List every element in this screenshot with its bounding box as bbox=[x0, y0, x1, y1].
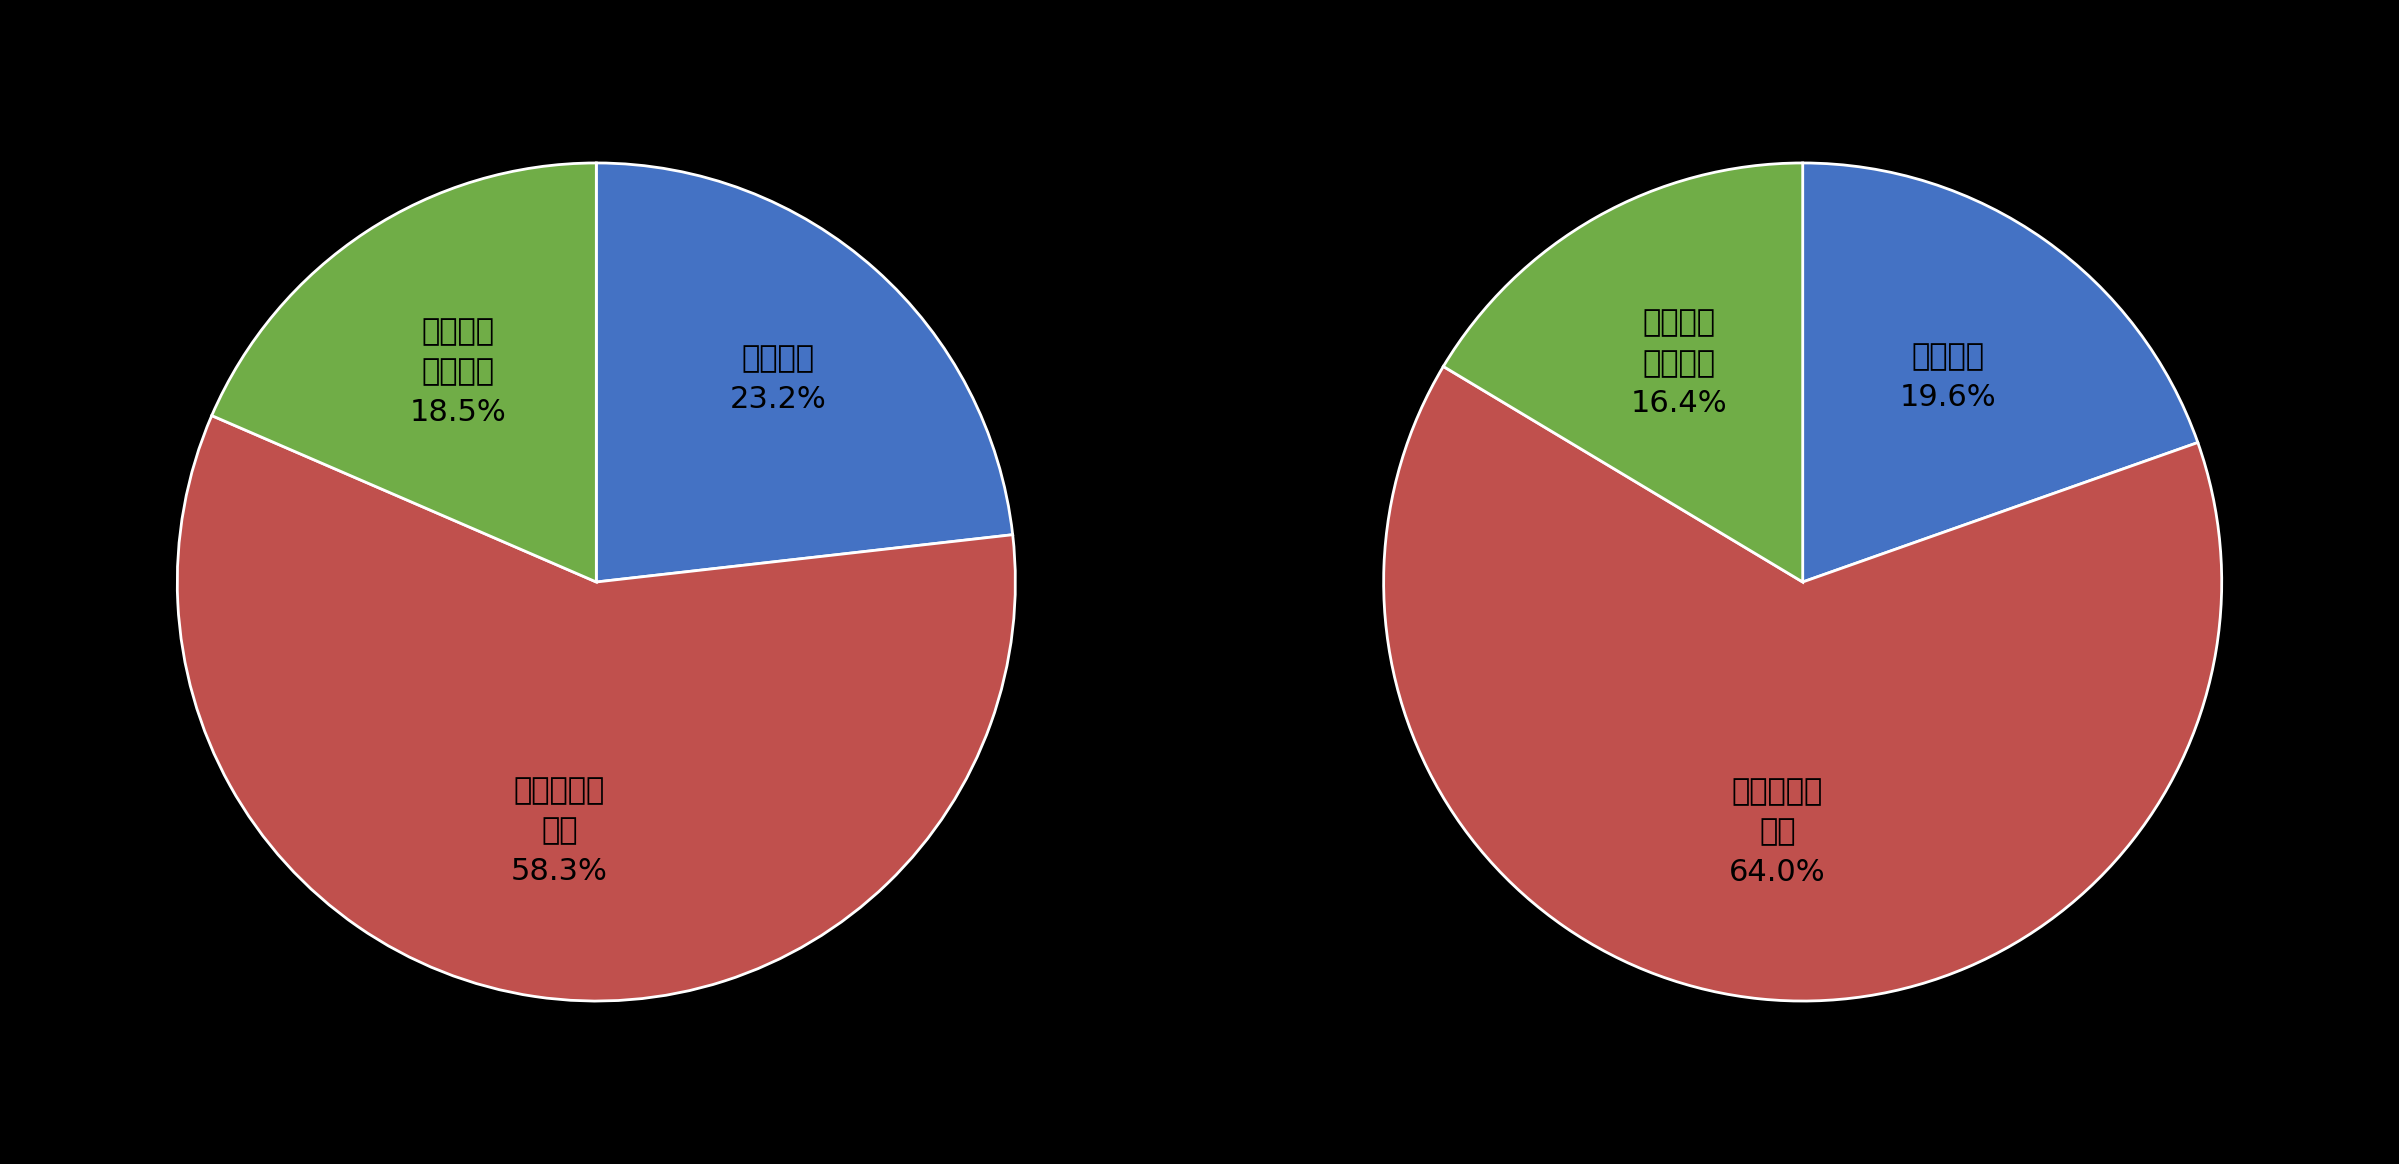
Text: 民間企業
23.2%: 民間企業 23.2% bbox=[729, 345, 825, 413]
Text: 民間企業
19.6%: 民間企業 19.6% bbox=[1900, 342, 1996, 412]
Wedge shape bbox=[211, 163, 597, 582]
Wedge shape bbox=[1444, 163, 1802, 582]
Text: 国立研究
開発法人
16.4%: 国立研究 開発法人 16.4% bbox=[1631, 308, 1727, 418]
Wedge shape bbox=[1384, 367, 2221, 1001]
Text: 大学・研究
機関
64.0%: 大学・研究 機関 64.0% bbox=[1730, 778, 1826, 887]
Wedge shape bbox=[1802, 163, 2197, 582]
Wedge shape bbox=[178, 416, 1015, 1001]
Text: 国立研究
開発法人
18.5%: 国立研究 開発法人 18.5% bbox=[410, 317, 506, 427]
Text: 大学・研究
機関
58.3%: 大学・研究 機関 58.3% bbox=[511, 775, 607, 886]
Wedge shape bbox=[597, 163, 1012, 582]
